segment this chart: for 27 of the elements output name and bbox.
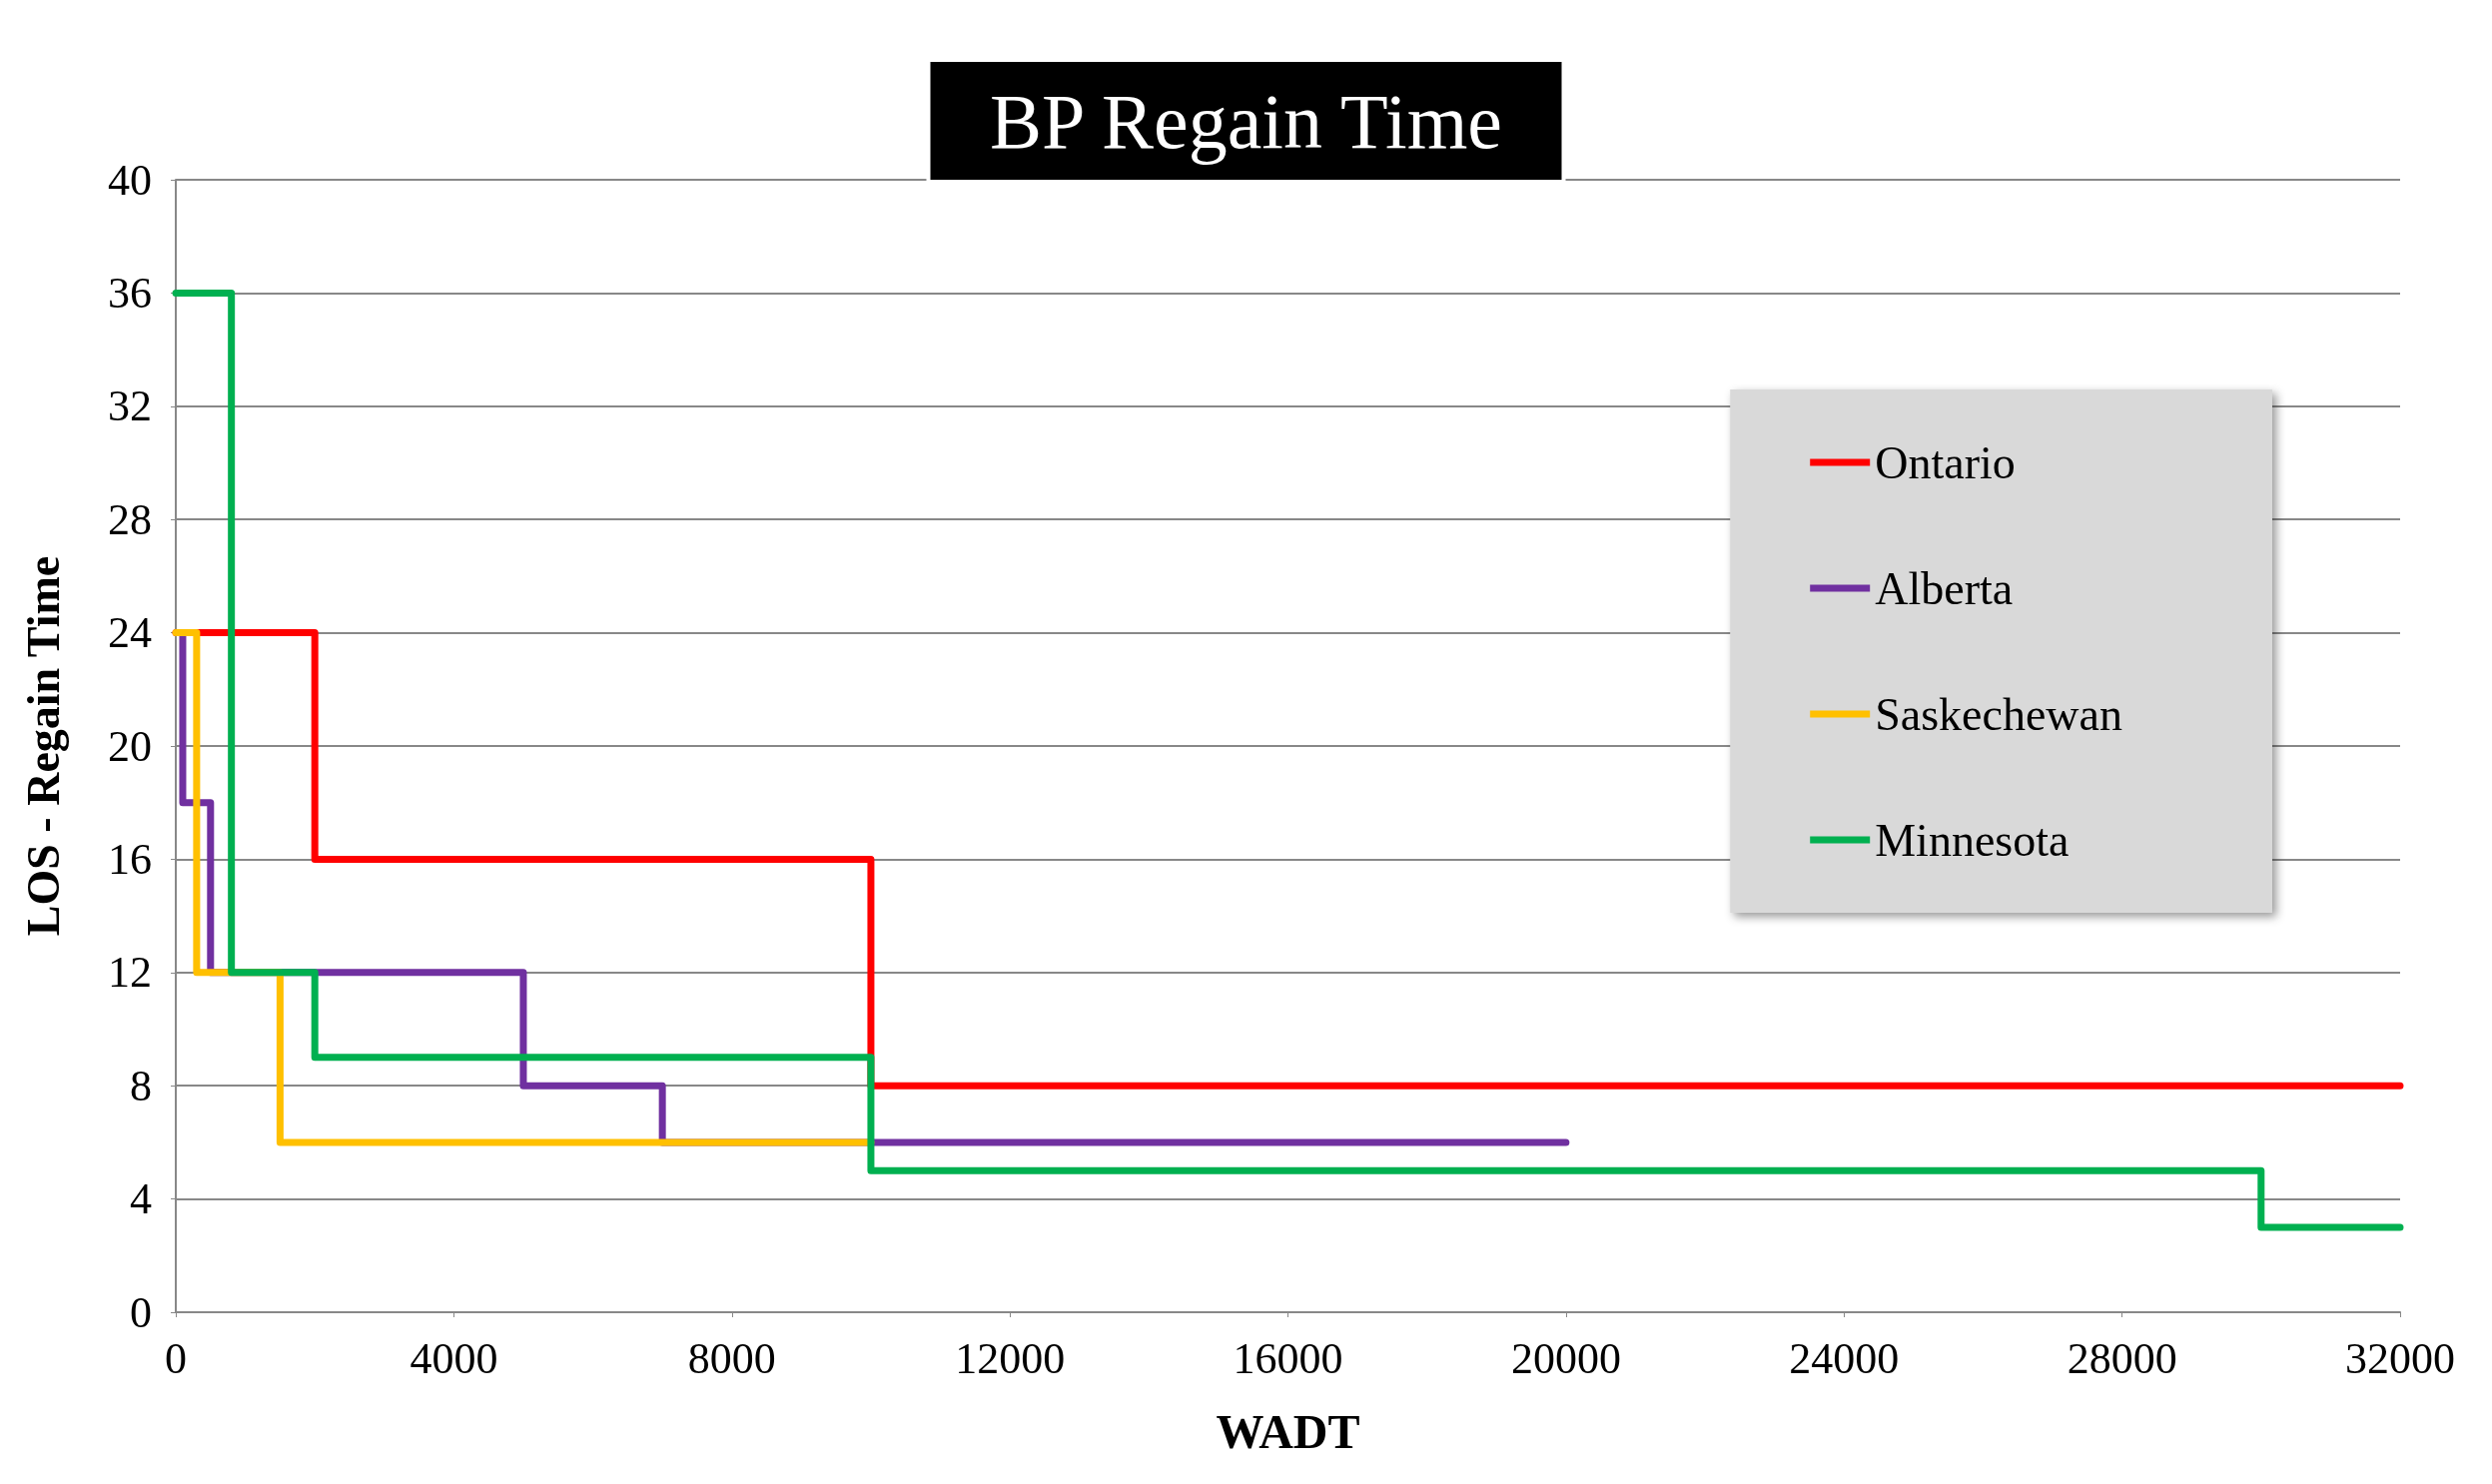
y-tick-label: 40: [108, 155, 152, 205]
y-axis-title: LOS - Regain Time: [17, 555, 69, 937]
chart-title: BP Regain Time: [990, 77, 1502, 165]
legend-label: Saskechewan: [1875, 688, 2123, 740]
x-tick-label: 24000: [1789, 1333, 1900, 1383]
y-tick-label: 28: [108, 494, 152, 544]
y-tick-label: 8: [130, 1061, 152, 1111]
x-tick-label: 20000: [1510, 1333, 1621, 1383]
x-tick-label: 16000: [1233, 1333, 1343, 1383]
y-tick-label: 36: [108, 268, 152, 318]
x-tick-label: 32000: [2345, 1333, 2455, 1383]
y-tick-label: 32: [108, 381, 152, 431]
y-tick-label: 24: [108, 608, 152, 658]
x-axis-title: WADT: [1216, 1404, 1360, 1458]
x-tick-label: 12000: [955, 1333, 1066, 1383]
y-tick-label: 12: [108, 948, 152, 998]
x-tick-label: 4000: [410, 1333, 498, 1383]
x-tick-label: 28000: [2067, 1333, 2177, 1383]
x-tick-label: 0: [165, 1333, 187, 1383]
y-tick-label: 4: [130, 1174, 152, 1224]
legend-label: Minnesota: [1875, 814, 2070, 866]
y-tick-label: 20: [108, 721, 152, 771]
legend-label: Ontario: [1875, 436, 2016, 488]
y-tick-label: 0: [130, 1287, 152, 1337]
x-tick-label: 8000: [687, 1333, 776, 1383]
y-tick-label: 16: [108, 834, 152, 884]
legend-label: Alberta: [1875, 562, 2014, 614]
